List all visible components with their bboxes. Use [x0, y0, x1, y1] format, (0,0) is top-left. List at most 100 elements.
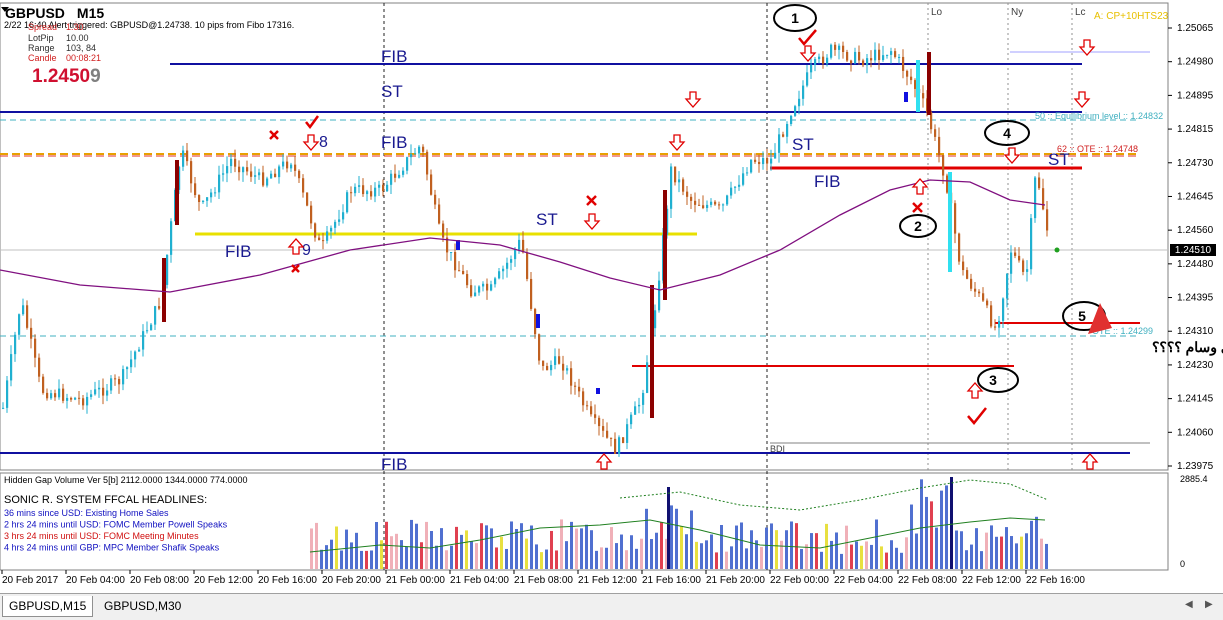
candle-body: [182, 150, 185, 167]
candle-body: [870, 58, 873, 61]
cross-marks: [269, 130, 923, 273]
volume-bar: [667, 487, 670, 569]
candle-body: [286, 161, 289, 169]
price-tick-label: 1.24480: [1177, 259, 1214, 270]
arrow-down-icon: [583, 213, 601, 230]
time-tick-label: 22 Feb 04:00: [834, 575, 893, 586]
volume-bar: [815, 533, 818, 569]
candle-body: [554, 356, 557, 365]
circle-2: 2: [899, 214, 937, 238]
time-tick-label: 21 Feb 08:00: [514, 575, 573, 586]
candle-body: [1042, 188, 1045, 210]
price-tick-label: 1.24145: [1177, 394, 1214, 405]
candle-body: [550, 364, 553, 371]
volume-bar: [850, 544, 853, 569]
volume-bar: [830, 540, 833, 569]
candle-body: [614, 438, 617, 454]
price-tick-label: 1.25065: [1177, 23, 1214, 34]
level-labels: 50 :: Equilibrium level :: 1.24832 62 ::…: [770, 111, 1163, 454]
volume-bar: [605, 547, 608, 569]
volume-bar: [390, 536, 393, 569]
fib-label-3: FIB: [225, 242, 251, 261]
candle-body: [798, 98, 801, 107]
volume-bar: [860, 545, 863, 569]
volume-bar: [405, 546, 408, 569]
candle-body: [582, 391, 585, 406]
volume-bar: [755, 540, 758, 569]
candle-body: [26, 305, 29, 328]
candle-body: [418, 146, 421, 154]
price-chart[interactable]: Lo Ny Lc 1.25065 1.24980 1.24895 1.24815 1.247…: [0, 0, 1223, 593]
candle-body: [902, 56, 905, 71]
scroll-left-icon[interactable]: ◀: [1185, 599, 1193, 610]
volume-bar: [920, 479, 923, 569]
time-tick-label: 20 Feb 04:00: [66, 575, 125, 586]
tab-gbpusd-m30[interactable]: GBPUSD,M30: [104, 599, 182, 613]
arrow-down-icon: [302, 134, 320, 151]
cross-icon-4: [912, 202, 923, 213]
red-triangle-icon: [1088, 303, 1112, 334]
volume-bar: [935, 527, 938, 569]
tab-gbpusd-m15[interactable]: GBPUSD,M15: [2, 596, 94, 617]
candle-body: [674, 166, 677, 183]
time-tick-label: 22 Feb 00:00: [770, 575, 829, 586]
volume-bar: [705, 540, 708, 569]
candle-body: [586, 405, 589, 407]
volume-bar: [460, 534, 463, 569]
scroll-right-icon[interactable]: ▶: [1205, 599, 1213, 610]
volume-bar: [330, 539, 333, 569]
candle-body: [998, 320, 1001, 328]
candle-body: [326, 231, 329, 241]
candle-body: [186, 150, 189, 162]
candle-body: [822, 56, 825, 64]
candle-body: [362, 185, 365, 195]
top-right-label: A: CP+10HTS23: [1094, 11, 1169, 22]
candle-body: [690, 196, 693, 201]
volume-bar: [360, 550, 363, 569]
volume-bar: [1020, 536, 1023, 569]
candle-body: [922, 93, 925, 99]
candle-body: [146, 330, 149, 332]
volume-bar: [610, 527, 613, 569]
candle-body: [838, 45, 841, 50]
volume-bar: [495, 547, 498, 569]
volume-bar: [690, 510, 693, 569]
volume-bar: [880, 546, 883, 569]
st-label-4: ST: [1048, 150, 1070, 169]
candle-body: [14, 334, 17, 355]
candle-body: [906, 70, 909, 77]
chart-tab-bar: GBPUSD,M15 GBPUSD,M30 ◀ ▶: [0, 593, 1223, 620]
current-price-tag: 1.24510: [1170, 244, 1216, 256]
cross-icon-2: [291, 264, 300, 273]
volume-bar: [835, 532, 838, 569]
candle-body: [710, 201, 713, 205]
candle-body: [734, 186, 737, 188]
candle-body: [646, 362, 649, 393]
volume-bar: [645, 508, 648, 569]
volume-bar: [455, 526, 458, 569]
candle-body: [70, 397, 73, 400]
price-tick-label: 1.24815: [1177, 124, 1214, 135]
candle-body: [826, 57, 829, 64]
candle-body: [874, 49, 877, 61]
volume-bar: [510, 521, 513, 569]
candle-body: [386, 184, 389, 192]
candle-body: [62, 388, 65, 401]
svg-text:5: 5: [1078, 308, 1086, 324]
candle-body: [658, 280, 661, 311]
candle-body: [506, 262, 509, 269]
candle-body: [726, 195, 729, 205]
candle-body: [1002, 298, 1005, 321]
price-tick-label: 1.24060: [1177, 427, 1214, 438]
candle-body: [718, 204, 721, 206]
spread-label: Spread: [28, 22, 57, 32]
candle-body: [1022, 260, 1025, 272]
price-tick-label: 1.24310: [1177, 326, 1214, 337]
candle-body: [142, 331, 145, 350]
headlines-title: SONIC R. SYSTEM FFCAL HEADLINES:: [4, 494, 207, 506]
price-tick-label: 1.24230: [1177, 360, 1214, 371]
candle-body: [702, 205, 705, 209]
headline-item: 2 hrs 24 mins until USD: FOMC Member Pow…: [4, 520, 228, 530]
candle-body: [738, 184, 741, 187]
